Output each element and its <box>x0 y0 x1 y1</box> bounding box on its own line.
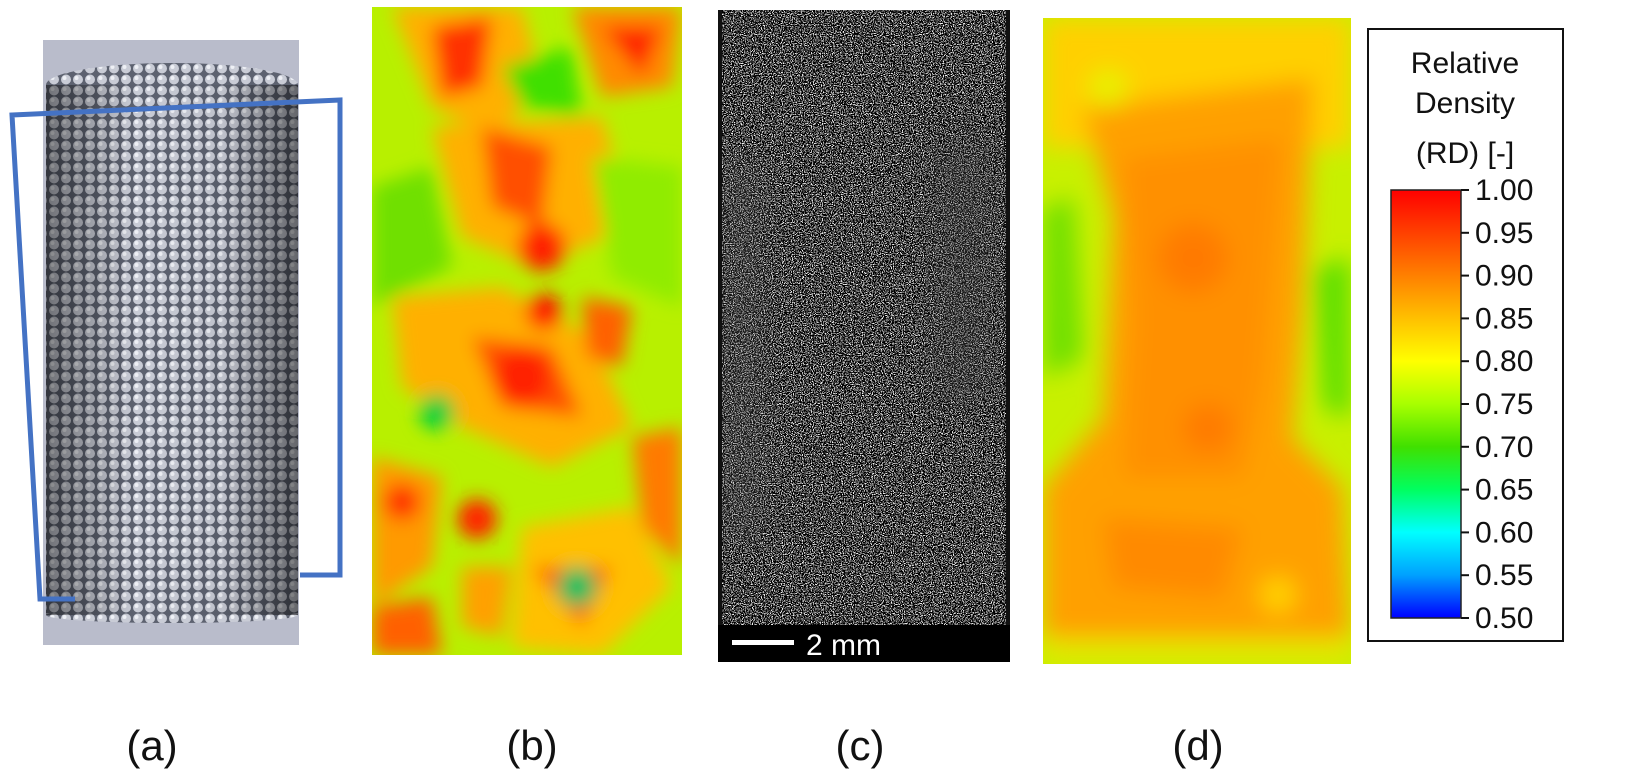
panel-d-contour <box>1043 18 1351 664</box>
colorbar-tick-label: 0.95 <box>1475 217 1533 250</box>
colorbar-title-line-1: Relative <box>1411 47 1519 80</box>
colorbar-tick-label: 0.65 <box>1475 474 1533 507</box>
colorbar-legend: Relative Density (RD) [-] 1.00 0.95 0.90 0.… <box>1367 28 1642 642</box>
density-map-d <box>1043 18 1351 664</box>
panel-c-ct-slice: 2 mm <box>718 10 1010 662</box>
colorbar-svg: Relative Density (RD) [-] 1.00 0.95 0.90 0.… <box>1367 28 1564 642</box>
colorbar-tick-label: 1.00 <box>1475 174 1533 207</box>
panel-label-c: (c) <box>835 722 885 769</box>
colorbar-tick-label: 0.60 <box>1475 516 1533 549</box>
colorbar-title-line-2: Density <box>1415 87 1515 120</box>
panel-label-a: (a) <box>126 722 178 769</box>
colorbar-tick-label: 0.70 <box>1475 431 1533 464</box>
panel-a-cylinder <box>0 30 360 650</box>
cylinder-render <box>9 40 343 645</box>
section-plane-frame <box>9 97 343 602</box>
panel-label-b: (b) <box>506 722 558 769</box>
density-map-b <box>372 7 682 655</box>
scale-bar <box>732 640 794 645</box>
colorbar-tick-label: 0.50 <box>1475 602 1533 635</box>
colorbar-tick-label: 0.80 <box>1475 345 1533 378</box>
scale-bar-label: 2 mm <box>806 629 881 662</box>
colorbar-tick-label: 0.90 <box>1475 260 1533 293</box>
colorbar-gradient <box>1390 189 1462 619</box>
ct-image: 2 mm <box>718 10 1010 662</box>
colorbar-title-line-3: (RD) [-] <box>1416 137 1514 170</box>
colorbar-tick-label: 0.75 <box>1475 388 1533 421</box>
panel-label-d: (d) <box>1172 722 1224 769</box>
colorbar-tick-label: 0.55 <box>1475 559 1533 592</box>
panel-b-contour <box>372 7 682 655</box>
colorbar-tick-label: 0.85 <box>1475 302 1533 335</box>
